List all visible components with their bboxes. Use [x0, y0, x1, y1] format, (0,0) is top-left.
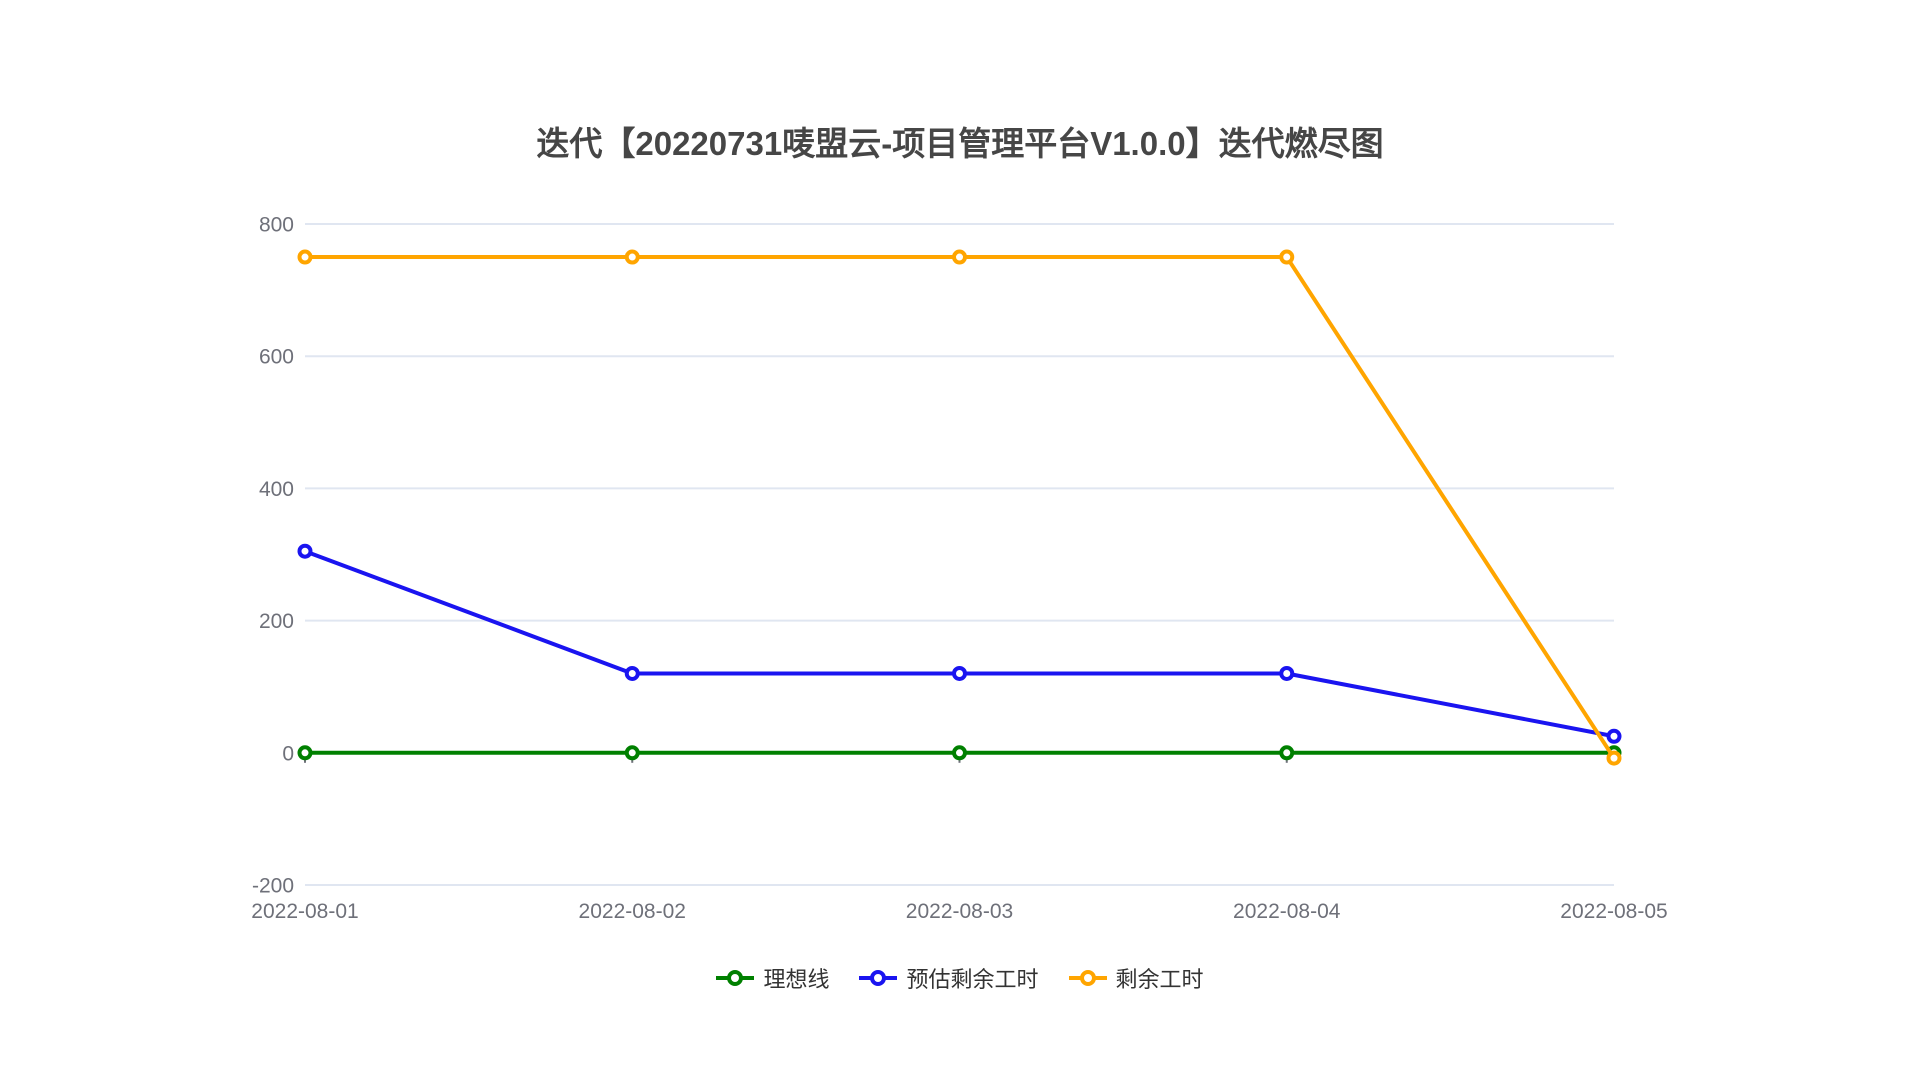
legend-line-marker-icon — [716, 970, 755, 986]
data-point-remaining-hours-3[interactable] — [1279, 249, 1295, 265]
legend-label-estimated-remaining-hours: 预估剩余工时 — [906, 967, 1039, 992]
data-point-ideal-line-2[interactable] — [952, 745, 967, 761]
data-point-estimated-remaining-hours-0[interactable] — [297, 543, 313, 559]
y-axis-label: 800 — [259, 214, 294, 237]
chart-title: 迭代【20220731唛盟云-项目管理平台V1.0.0】迭代燃尽图 — [536, 125, 1384, 162]
legend-item-remaining-hours[interactable]: 剩余工时 — [1068, 962, 1204, 994]
legend-item-estimated-remaining-hours[interactable]: 预估剩余工时 — [859, 962, 1039, 994]
legend-label-ideal-line: 理想线 — [763, 967, 830, 992]
data-point-ideal-line-1[interactable] — [624, 745, 640, 761]
data-point-remaining-hours-0[interactable] — [297, 249, 313, 265]
x-axis-label: 2022-08-02 — [579, 900, 686, 923]
data-point-remaining-hours-1[interactable] — [624, 249, 640, 265]
data-point-estimated-remaining-hours-1[interactable] — [624, 665, 640, 681]
legend-item-ideal-line[interactable]: 理想线 — [716, 962, 829, 994]
y-axis-label: 0 — [282, 742, 294, 765]
legend-label-remaining-hours: 剩余工时 — [1115, 967, 1204, 992]
data-point-remaining-hours-4[interactable] — [1606, 750, 1622, 766]
x-axis-label: 2022-08-05 — [1560, 900, 1667, 923]
y-axis-label: 600 — [259, 346, 294, 369]
y-axis-label: -200 — [252, 875, 294, 898]
y-axis-label: 200 — [259, 610, 294, 633]
x-axis-label: 2022-08-04 — [1233, 900, 1341, 923]
legend-line-marker-icon — [859, 970, 898, 986]
legend-line-marker-icon — [1068, 970, 1107, 986]
x-axis-label: 2022-08-01 — [251, 900, 358, 923]
x-axis-label: 2022-08-03 — [906, 900, 1013, 923]
data-point-estimated-remaining-hours-4[interactable] — [1606, 728, 1622, 744]
data-point-estimated-remaining-hours-2[interactable] — [952, 665, 967, 681]
data-point-ideal-line-0[interactable] — [297, 745, 313, 761]
series-line-remaining-hours — [305, 255, 1616, 760]
y-axis-label: 400 — [259, 478, 294, 501]
data-point-remaining-hours-2[interactable] — [952, 249, 967, 265]
legend: 理想线 预估剩余工时 剩余工时 — [0, 962, 1920, 994]
series-line-estimated-remaining-hours — [304, 549, 1615, 739]
data-point-estimated-remaining-hours-3[interactable] — [1279, 665, 1295, 681]
data-point-ideal-line-3[interactable] — [1279, 745, 1295, 761]
